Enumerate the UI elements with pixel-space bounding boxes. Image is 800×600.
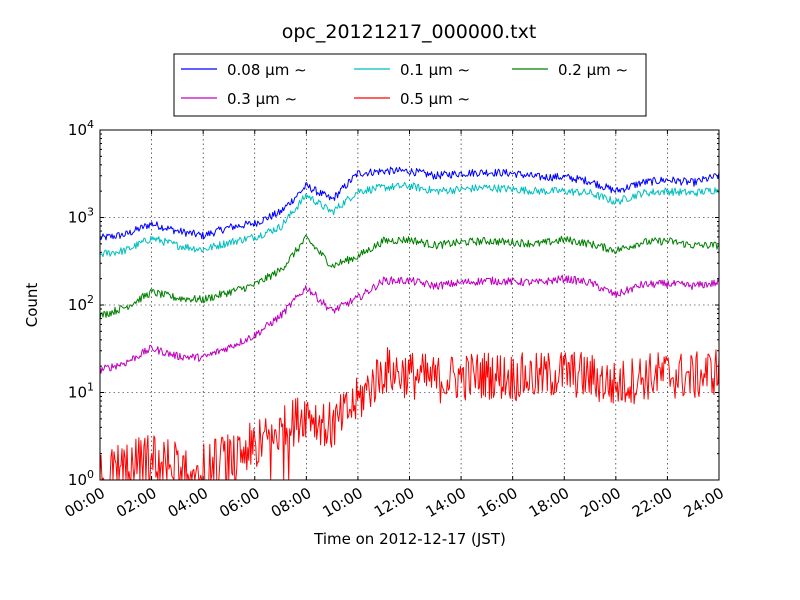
y-tick-exponent: 0 — [87, 468, 94, 481]
y-tick-label: 102 — [68, 293, 94, 314]
y-tick-label: 101 — [68, 381, 94, 402]
series-line-1 — [99, 182, 720, 258]
y-tick-base: 10 — [68, 296, 87, 314]
legend-label-1: 0.1 μm ∼ — [400, 61, 470, 79]
series-line-3 — [99, 274, 720, 374]
legend-label-0: 0.08 μm ∼ — [227, 61, 307, 79]
series-line-2 — [99, 234, 720, 320]
y-tick-label: 100 — [68, 468, 94, 489]
y-tick-base: 10 — [68, 384, 87, 402]
legend-label-3: 0.3 μm ∼ — [227, 90, 297, 108]
legend: 0.08 μm ∼ 0.1 μm ∼ 0.2 μm ∼ 0.3 μm ∼ 0.5 μm … — [173, 53, 647, 117]
x-axis-label: Time on 2012-12-17 (JST) — [313, 530, 506, 548]
series-line-0 — [99, 166, 720, 241]
series-line-4 — [99, 347, 720, 481]
y-tick-label: 103 — [68, 206, 94, 227]
y-tick-label: 104 — [68, 118, 94, 139]
y-tick-exponent: 2 — [87, 293, 94, 306]
y-tick-exponent: 3 — [87, 206, 94, 219]
legend-label-4: 0.5 μm ∼ — [400, 90, 470, 108]
y-axis-label: Count — [23, 283, 41, 328]
y-tick-exponent: 1 — [87, 381, 94, 394]
series-layer — [99, 166, 720, 481]
legend-box — [173, 53, 647, 117]
y-tick-base: 10 — [68, 209, 87, 227]
y-tick-base: 10 — [68, 471, 87, 489]
y-tick-exponent: 4 — [87, 118, 94, 131]
legend-label-2: 0.2 μm ∼ — [558, 61, 628, 79]
y-tick-base: 10 — [68, 121, 87, 139]
chart-title: opc_20121217_000000.txt — [282, 21, 537, 43]
ticks — [99, 129, 720, 481]
